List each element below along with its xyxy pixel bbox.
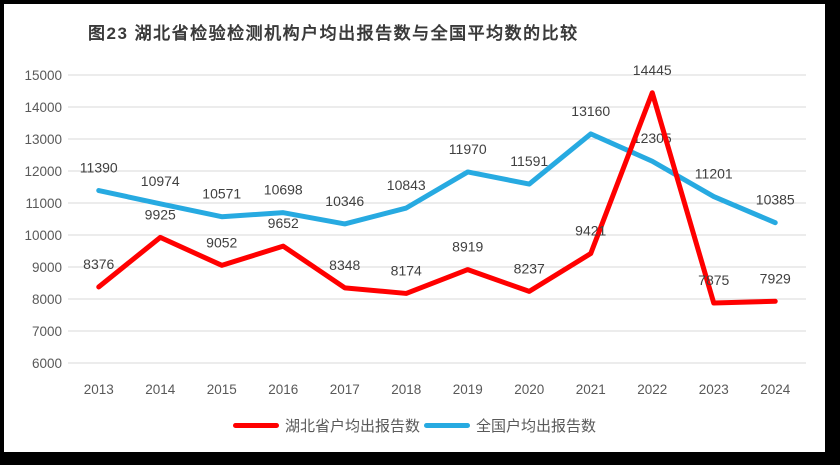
hubei-data-label: 9925 — [145, 206, 176, 222]
y-tick-label: 10000 — [24, 228, 62, 243]
hubei-data-label: 14445 — [633, 62, 672, 78]
y-tick-label: 14000 — [24, 100, 62, 115]
x-tick-label: 2019 — [453, 382, 483, 397]
national-data-label: 10571 — [202, 186, 241, 202]
x-tick-label: 2017 — [330, 382, 360, 397]
legend-item-hubei: 湖北省户均出报告数 — [232, 415, 420, 436]
national-data-label: 13160 — [571, 103, 610, 119]
x-tick-label: 2015 — [207, 382, 237, 397]
hubei-data-label: 8376 — [83, 256, 114, 272]
legend-line-swatch-national — [424, 422, 470, 428]
national-data-label: 10974 — [141, 173, 180, 189]
legend-line-swatch-hubei — [232, 422, 279, 428]
hubei-data-label: 7875 — [698, 272, 729, 288]
hubei-data-label: 9052 — [206, 234, 237, 250]
x-tick-label: 2023 — [699, 382, 729, 397]
x-tick-label: 2014 — [145, 382, 176, 397]
legend-label-national: 全国户均出报告数 — [476, 417, 597, 435]
x-tick-label: 2022 — [637, 382, 667, 397]
national-data-label: 10843 — [387, 177, 426, 193]
national-data-label: 10698 — [264, 182, 303, 198]
y-tick-label: 11000 — [25, 196, 62, 211]
y-tick-label: 15000 — [24, 68, 62, 83]
hubei-data-label: 9652 — [268, 215, 299, 231]
x-tick-label: 2021 — [576, 382, 606, 397]
national-series-line — [96, 131, 778, 227]
line-chart: 6000 7000 8000 9000 10000 11000 12000 13000 1400… — [24, 62, 806, 397]
hubei-data-label: 8348 — [329, 257, 360, 273]
hubei-data-label: 8237 — [514, 260, 545, 276]
y-tick-label: 12000 — [24, 164, 62, 179]
x-tick-label: 2018 — [391, 382, 421, 397]
national-data-label: 11201 — [695, 166, 733, 182]
national-data-label: 11591 — [510, 153, 548, 169]
x-tick-label: 2013 — [84, 382, 114, 397]
hubei-series-line — [96, 90, 778, 306]
hubei-data-label: 8174 — [391, 262, 422, 278]
hubei-data-label: 9421 — [575, 223, 606, 239]
legend-label-hubei: 湖北省户均出报告数 — [284, 417, 420, 435]
legend-item-national: 全国户均出报告数 — [424, 415, 596, 436]
chart-panel: 图23 湖北省检验检测机构户均出报告数与全国平均数的比较 6000 7000 800… — [4, 4, 825, 452]
national-data-label: 11970 — [449, 141, 487, 157]
y-tick-label: 13000 — [24, 132, 62, 147]
national-data-label: 10385 — [756, 192, 795, 208]
x-tick-label: 2020 — [514, 382, 544, 397]
hubei-data-label: 7929 — [760, 270, 791, 286]
chart-title: 图23 湖北省检验检测机构户均出报告数与全国平均数的比较 — [88, 24, 579, 43]
y-tick-label: 8000 — [32, 292, 62, 307]
x-tick-label: 2024 — [760, 382, 791, 397]
hubei-data-label: 8919 — [452, 239, 483, 255]
chart-legend: 湖北省户均出报告数 全国户均出报告数 — [4, 415, 825, 435]
y-tick-label: 6000 — [32, 356, 62, 371]
x-tick-label: 2016 — [268, 382, 298, 397]
national-data-label: 11390 — [80, 160, 118, 176]
national-data-label: 10346 — [325, 193, 364, 209]
y-tick-label: 7000 — [32, 324, 62, 339]
y-tick-label: 9000 — [32, 260, 62, 275]
